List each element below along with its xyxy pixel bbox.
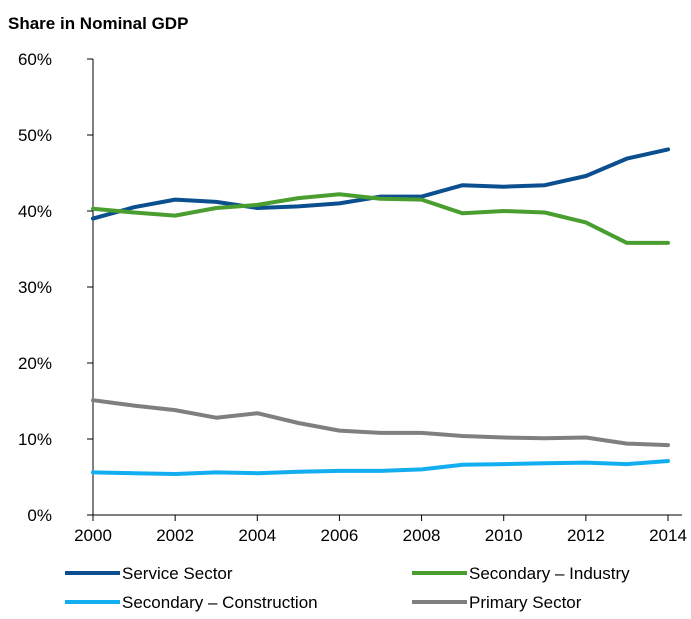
x-tick-label: 2002 — [156, 526, 194, 545]
x-tick-label: 2000 — [74, 526, 112, 545]
x-tick-label: 2010 — [485, 526, 523, 545]
x-axis: 2000 2002 2004 2006 2008 2010 2012 2014 — [74, 514, 687, 545]
y-tick-label: 10% — [18, 430, 52, 449]
series-line-2 — [91, 459, 670, 476]
y-tick-label: 0% — [27, 506, 52, 525]
y-tick-label: 30% — [18, 278, 52, 297]
series-line-0 — [91, 147, 670, 221]
series-line-3 — [91, 398, 670, 448]
series-line-1 — [91, 192, 670, 245]
x-tick-label: 2008 — [403, 526, 441, 545]
x-tick-label: 2006 — [321, 526, 359, 545]
x-tick-label: 2012 — [567, 526, 605, 545]
y-tick-label: 40% — [18, 202, 52, 221]
y-tick-label: 20% — [18, 354, 52, 373]
y-axis: 0% 10% 20% 30% 40% 50% 60% — [18, 50, 94, 525]
x-tick-label: 2014 — [649, 526, 687, 545]
legend: Service Sector Secondary – Industry Second… — [65, 564, 630, 612]
legend-label-3: Primary Sector — [469, 593, 582, 612]
legend-label-1: Secondary – Industry — [469, 564, 630, 583]
legend-label-2: Secondary – Construction — [122, 593, 318, 612]
chart-title: Share in Nominal GDP — [8, 14, 189, 33]
y-tick-label: 50% — [18, 126, 52, 145]
legend-label-0: Service Sector — [122, 564, 233, 583]
y-tick-label: 60% — [18, 50, 52, 69]
x-tick-label: 2004 — [238, 526, 276, 545]
series-lines — [91, 147, 670, 476]
